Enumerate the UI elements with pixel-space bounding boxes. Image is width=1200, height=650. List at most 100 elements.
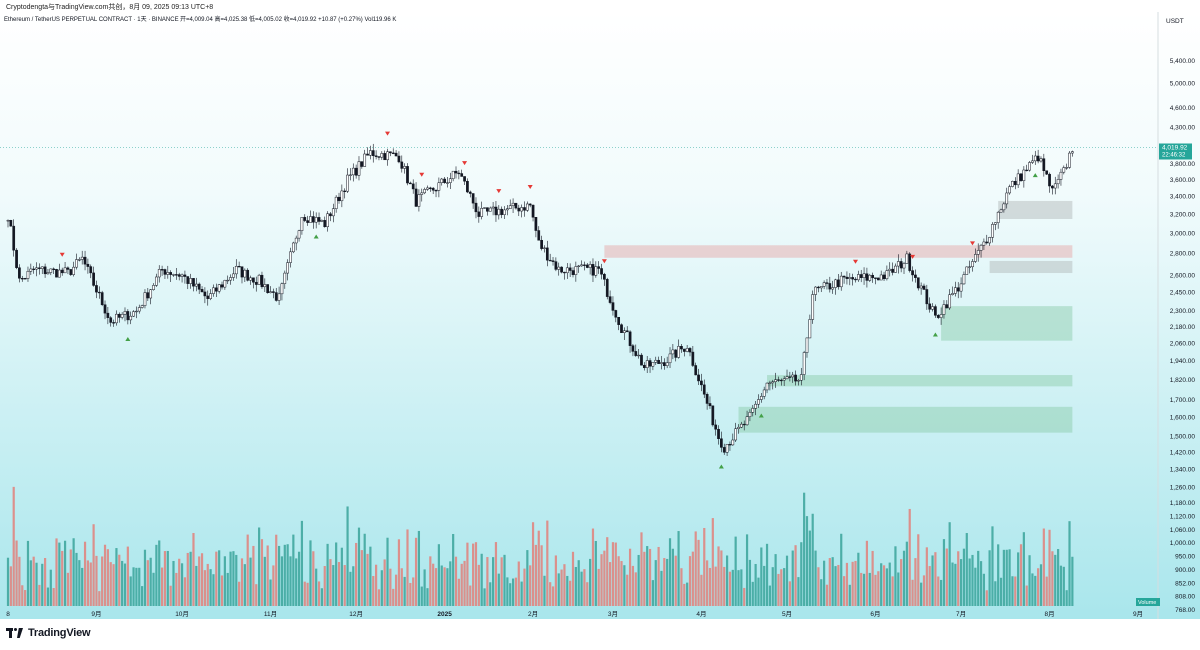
- time-axis[interactable]: 8 9月 10月 11月 12月 2025 2月 3月 4月 5月 6月 7月 8月 9月: [6, 610, 1143, 618]
- volume-bar-up: [803, 492, 806, 606]
- candle-down: [608, 296, 612, 303]
- volume-bar-down: [937, 576, 940, 606]
- volume-bar-down: [777, 573, 780, 606]
- last-price-box: [1159, 143, 1192, 160]
- volume-bar-up: [155, 544, 158, 606]
- candle-down: [206, 295, 210, 299]
- volume-bar-up: [589, 558, 592, 606]
- time-tick-label: 9月: [1133, 610, 1143, 618]
- candle-up: [35, 267, 38, 270]
- candle-down: [89, 266, 93, 274]
- candle-down: [86, 263, 90, 267]
- volume-bar-down: [52, 588, 55, 606]
- candle-down: [531, 204, 535, 218]
- candle-up: [1059, 171, 1063, 180]
- candle-up: [1056, 179, 1060, 185]
- volume-bar-down: [780, 569, 783, 606]
- volume-bar-down: [163, 551, 167, 606]
- volume-bar-down: [463, 560, 466, 606]
- sell-signal-marker: [462, 161, 468, 166]
- volume-bar-up: [277, 545, 281, 606]
- supply-demand-zone: [989, 260, 1073, 274]
- candle-down: [642, 364, 646, 368]
- volume-bar-up: [315, 568, 318, 606]
- volume-bar-down: [112, 564, 115, 606]
- volume-bar-down: [252, 545, 255, 606]
- volume-bar-down: [400, 568, 403, 606]
- volume-bar-down: [383, 559, 386, 606]
- candle-down: [391, 152, 395, 154]
- volume-bar-up: [848, 584, 851, 606]
- candle-up: [965, 266, 969, 275]
- sell-signal-marker: [853, 259, 858, 264]
- candle-down: [585, 264, 589, 268]
- candle-down: [106, 312, 110, 318]
- chart-background: [0, 12, 1200, 619]
- volume-bar-up: [1068, 521, 1071, 606]
- candle-up: [223, 280, 227, 288]
- candle-down: [717, 428, 720, 439]
- candle-up: [152, 285, 155, 290]
- supply-demand-zone: [998, 200, 1073, 219]
- volume-bar-down: [1025, 585, 1028, 606]
- candle-up: [1033, 155, 1037, 162]
- volume-bar-up: [1059, 565, 1063, 606]
- volume-bar-down: [591, 528, 595, 606]
- volume-bar-up: [386, 537, 389, 606]
- candle-up: [962, 274, 966, 285]
- volume-bar-up: [121, 560, 124, 606]
- volume-bar-down: [92, 524, 95, 606]
- volume-bar-up: [940, 579, 943, 606]
- candle-up: [309, 216, 312, 223]
- volume-bar-up: [977, 550, 980, 606]
- candle-up: [822, 282, 826, 287]
- candle-up: [594, 266, 598, 276]
- chart-svg[interactable]: Ethereum / TetherUS PERPETUAL CONTRACT ·…: [0, 12, 1200, 619]
- volume-bar-up: [840, 533, 843, 606]
- currency-label: USDT: [1166, 18, 1184, 25]
- candle-up: [1071, 151, 1074, 154]
- candle-up: [77, 259, 81, 261]
- candle-up: [931, 306, 934, 310]
- volume-bar-up: [1022, 532, 1025, 606]
- volume-bar-up: [141, 586, 144, 606]
- volume-bar-up: [520, 581, 523, 606]
- volume-bar-down: [343, 565, 346, 606]
- candle-down: [779, 379, 783, 382]
- volume-bar-down: [215, 551, 218, 606]
- price-chart[interactable]: Ethereum / TetherUS PERPETUAL CONTRACT ·…: [0, 12, 1200, 619]
- candle-up: [894, 265, 897, 273]
- volume-bar-up: [897, 572, 900, 606]
- candle-down: [471, 193, 475, 204]
- tradingview-logo[interactable]: TradingView: [6, 627, 91, 639]
- candle-up: [725, 444, 729, 453]
- volume-bar-down: [674, 555, 677, 606]
- candle-down: [60, 269, 64, 274]
- candle-up: [768, 382, 772, 384]
- volume-bar-down: [854, 560, 857, 606]
- candle-up: [819, 286, 823, 289]
- volume-bar-up: [135, 567, 138, 606]
- candle-up: [503, 209, 506, 215]
- volume-bar-up: [218, 550, 221, 606]
- volume-bar-down: [312, 551, 315, 606]
- volume-bar-down: [240, 558, 244, 606]
- volume-bar-up: [800, 542, 803, 606]
- sell-signal-marker: [601, 259, 607, 264]
- volume-bar-up: [991, 526, 994, 606]
- candle-up: [257, 274, 261, 285]
- volume-bar-up: [885, 568, 888, 606]
- volume-bar-down: [266, 545, 269, 606]
- candle-up: [802, 352, 806, 375]
- candle-down: [337, 196, 341, 202]
- candle-up: [300, 217, 304, 231]
- price-tick-label: 3,400.00: [1170, 194, 1196, 201]
- candle-down: [414, 188, 418, 207]
- candle-down: [329, 213, 332, 217]
- volume-bar-down: [323, 566, 326, 606]
- price-axis[interactable]: 5,400.00 5,000.00 4,600.00 4,300.00 3,800.00…: [1170, 58, 1196, 492]
- candle-down: [457, 172, 461, 175]
- candle-up: [166, 272, 170, 275]
- volume-bar-down: [98, 591, 101, 606]
- volume-bar-down: [366, 553, 369, 606]
